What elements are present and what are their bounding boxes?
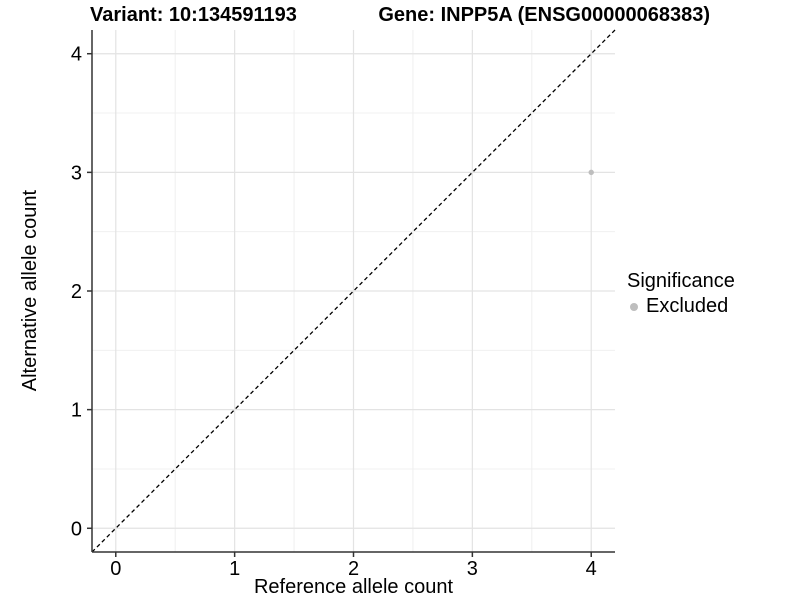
data-point [588,169,594,176]
y-axis-label-container: Alternative allele count [14,30,46,552]
legend-item-excluded: Excluded [627,295,735,318]
x-axis-label: Reference allele count [253,576,453,598]
legend-point-icon [630,302,638,311]
legend: Significance Excluded [627,270,735,318]
variant-title: Variant: 10:134591193 [90,4,297,26]
x-tick-label: 4 [586,558,597,580]
y-tick-label: 3 [71,162,82,184]
x-tick-label: 0 [110,558,121,580]
plot-titles: Variant: 10:134591193 Gene: INPP5A (ENSG… [90,4,710,27]
y-axis-label: Alternative allele count [18,190,41,392]
legend-item-label: Excluded [646,295,729,317]
x-tick-label: 1 [229,558,240,580]
x-tick-label: 2 [348,558,359,580]
y-tick-label: 4 [71,44,82,66]
x-tick-label: 3 [467,558,478,580]
y-tick-label: 0 [71,518,82,540]
gene-title: Gene: INPP5A (ENSG00000068383) [378,4,710,26]
y-tick-label: 1 [71,400,82,422]
legend-title: Significance [627,270,735,292]
y-tick-label: 2 [71,281,82,303]
